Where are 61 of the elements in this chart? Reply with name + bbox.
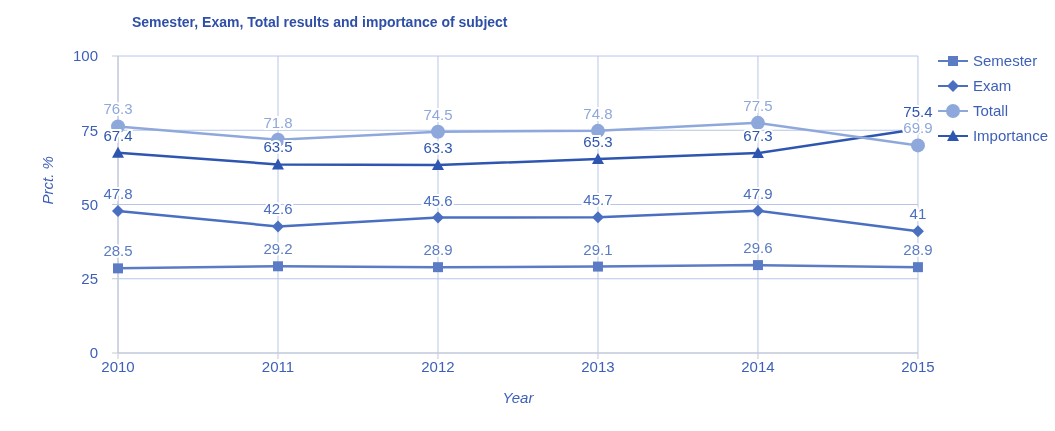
data-label: 28.9 <box>423 241 453 259</box>
point <box>912 262 923 273</box>
legend-label: Exam <box>972 77 1012 94</box>
y-axis-title: Prct. % <box>39 156 57 205</box>
point <box>751 204 764 217</box>
point <box>910 138 925 153</box>
point <box>272 261 283 272</box>
point <box>113 263 123 274</box>
point <box>430 124 445 139</box>
point <box>592 261 603 272</box>
point <box>750 115 765 130</box>
point <box>271 158 284 170</box>
data-label: 45.6 <box>423 191 453 209</box>
y-tick-label: 100 <box>72 47 98 65</box>
point <box>752 260 763 271</box>
x-tick-label: 2012 <box>421 357 455 375</box>
point <box>911 225 924 238</box>
data-label: 71.8 <box>263 113 293 131</box>
data-label: 76.3 <box>103 100 133 118</box>
data-label: 67.4 <box>103 126 133 144</box>
data-label: 28.9 <box>903 241 933 259</box>
data-label: 77.5 <box>743 96 773 114</box>
legend-label: Totall <box>972 102 1008 119</box>
data-label: 65.3 <box>583 133 613 151</box>
data-label: 47.8 <box>103 185 133 203</box>
x-tick-label: 2015 <box>901 357 935 375</box>
point <box>112 146 124 158</box>
y-tick-label: 0 <box>89 344 98 362</box>
legend-label: Importance <box>972 127 1048 144</box>
x-tick-label: 2013 <box>581 357 615 375</box>
point <box>591 211 604 224</box>
y-tick-label: 25 <box>81 270 98 288</box>
data-label: 41 <box>909 205 927 223</box>
data-label: 45.7 <box>583 191 613 209</box>
chart-title: Semester, Exam, Total results and importance of subject <box>132 14 508 30</box>
y-tick-label: 75 <box>81 121 98 139</box>
y-tick-label: 50 <box>81 195 98 213</box>
point <box>431 211 444 224</box>
legend-label: Semester <box>972 52 1038 69</box>
data-label: 74.5 <box>423 105 453 123</box>
data-label: 42.6 <box>263 200 293 218</box>
data-label: 75.4 <box>903 103 933 121</box>
point <box>751 147 764 159</box>
data-label: 29.6 <box>743 239 773 257</box>
x-tick-label: 2014 <box>741 357 775 375</box>
point <box>431 159 444 170</box>
point <box>591 153 604 165</box>
data-label: 29.2 <box>263 240 293 258</box>
data-label: 74.8 <box>583 104 613 122</box>
data-label: 28.5 <box>103 242 133 260</box>
x-tick-label: 2010 <box>101 357 135 375</box>
data-label: 29.1 <box>583 240 613 258</box>
data-label: 63.3 <box>423 139 453 156</box>
data-label: 67.3 <box>743 127 773 145</box>
x-axis-title: Year <box>502 389 535 406</box>
data-label: 47.9 <box>743 184 773 202</box>
data-label: 63.5 <box>263 138 293 156</box>
point <box>112 205 124 218</box>
point <box>271 220 284 233</box>
x-tick-label: 2011 <box>261 357 295 375</box>
point <box>432 262 443 273</box>
